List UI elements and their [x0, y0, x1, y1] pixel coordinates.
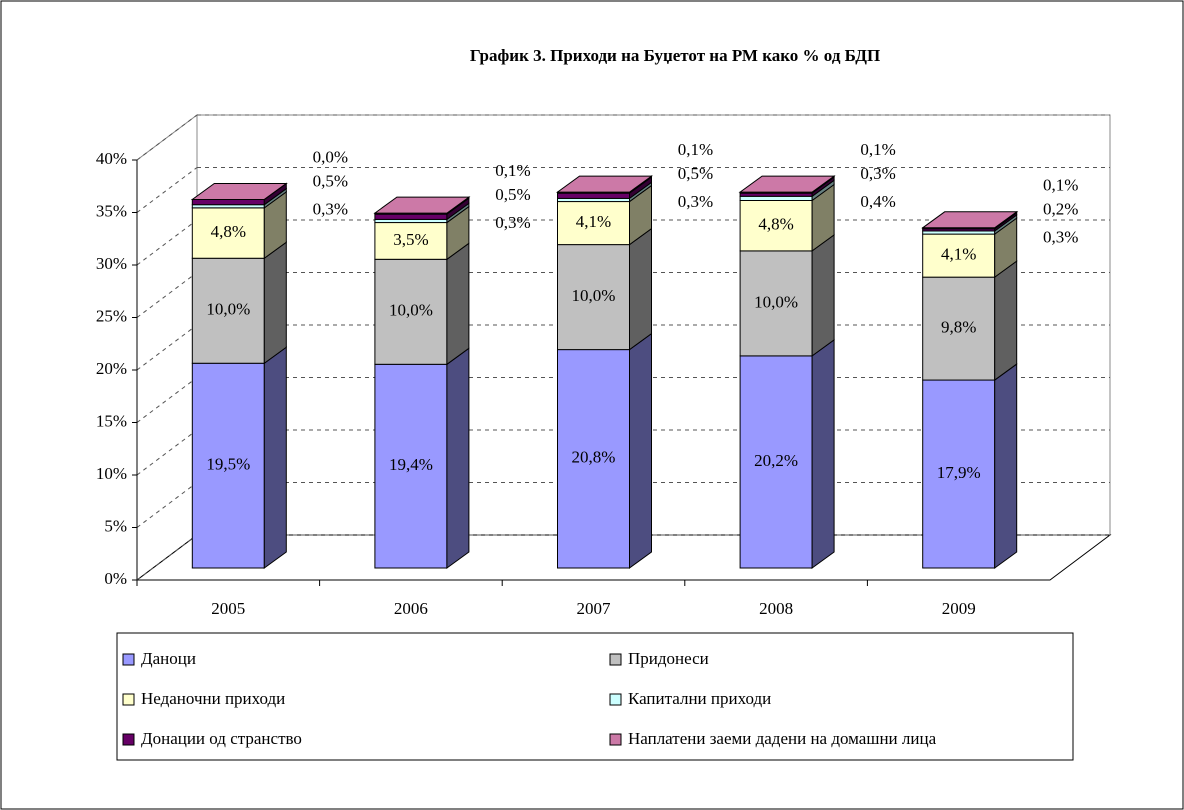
bar-segment [557, 201, 630, 246]
legend-swatch [609, 693, 622, 706]
data-label: 0,1% [678, 140, 713, 159]
bar-side [263, 241, 287, 365]
bar-segment [922, 276, 996, 381]
x-tick-label: 2006 [394, 599, 428, 618]
legend-swatch [122, 733, 135, 746]
legend-label: Придонеси [628, 649, 709, 668]
data-label: 9,8% [941, 318, 976, 337]
bar-segment [374, 213, 448, 220]
bar-top [373, 196, 471, 214]
data-label: 4,8% [211, 222, 246, 241]
data-label: 0,3% [1043, 228, 1078, 247]
data-label: 0,3% [495, 213, 530, 232]
y-tick-label: 30% [96, 254, 127, 273]
data-label: 0,5% [678, 164, 713, 183]
bar-segment [191, 198, 265, 206]
data-label: 10,0% [572, 286, 616, 305]
bar-side [994, 363, 1018, 569]
data-label: 19,4% [389, 455, 433, 474]
bar-top [921, 211, 1019, 229]
y-tick-label: 20% [96, 359, 127, 378]
data-label: 4,8% [758, 215, 793, 234]
bar-side [811, 233, 835, 357]
data-label: 20,2% [754, 451, 798, 470]
bar-side [994, 260, 1018, 382]
data-label: 0,5% [495, 185, 530, 204]
bar-segment [557, 192, 630, 199]
bar-side [629, 332, 652, 569]
data-label: 4,1% [941, 245, 976, 264]
legend-label: Донации од странство [141, 729, 302, 748]
data-label: 0,1% [1043, 176, 1078, 195]
bar-top [738, 175, 836, 193]
bar-segment [374, 363, 448, 569]
x-tick-label: 2009 [942, 599, 976, 618]
bar-top [555, 175, 654, 193]
data-label: 0,4% [860, 192, 895, 211]
legend-label: Неданочни приходи [141, 689, 285, 708]
y-tick-label: 15% [96, 411, 127, 430]
data-label: 3,5% [393, 230, 428, 249]
bar-side [446, 347, 470, 569]
data-label: 0,5% [313, 171, 348, 190]
data-label: 10,0% [389, 301, 433, 320]
bar-segment [739, 355, 813, 569]
data-label: 10,0% [206, 300, 250, 319]
bar-segment [191, 257, 265, 364]
bar-segment [922, 233, 996, 278]
data-label: 19,5% [206, 455, 250, 474]
x-tick-label: 2007 [577, 599, 612, 618]
data-label: 0,2% [1043, 200, 1078, 219]
legend-label: Наплатени заеми дадени на домашни лица [628, 729, 937, 748]
y-tick-label: 35% [96, 201, 127, 220]
bar-segment [191, 207, 265, 259]
bar-side [811, 338, 835, 569]
data-label: 0,3% [678, 192, 713, 211]
bar-side [446, 242, 470, 366]
y-tick-label: 25% [96, 306, 127, 325]
bar-segment [191, 362, 265, 569]
data-label: 10,0% [754, 292, 798, 311]
data-label: 4,1% [576, 212, 611, 231]
bar-side [263, 346, 287, 569]
x-tick-label: 2008 [759, 599, 793, 618]
y-tick-label: 0% [104, 569, 127, 588]
y-tick-label: 10% [96, 464, 127, 483]
data-label: 20,8% [572, 448, 616, 467]
legend-label: Даноци [141, 649, 196, 668]
bar-segment [739, 195, 813, 202]
bar-segment [739, 200, 813, 252]
chart-title: График 3. Приходи на Буџетот на РМ како … [470, 46, 880, 65]
legend-swatch [609, 733, 622, 746]
bar-segment [557, 244, 630, 351]
data-label: 0,1% [860, 140, 895, 159]
legend-box [116, 632, 1074, 761]
y-tick-label: 5% [104, 516, 127, 535]
x-tick-label: 2005 [211, 599, 245, 618]
y-tick-label: 40% [96, 149, 127, 168]
data-label: 0,1% [495, 161, 530, 180]
bar-segment [557, 349, 630, 569]
data-label: 0,3% [860, 164, 895, 183]
legend-label: Капитални приходи [628, 689, 771, 708]
legend-swatch [122, 693, 135, 706]
bar-top [190, 182, 288, 200]
data-label: 0,0% [313, 147, 348, 166]
bar-side [629, 227, 652, 351]
data-label: 17,9% [937, 463, 981, 482]
data-label: 0,3% [313, 199, 348, 218]
legend-swatch [122, 653, 135, 666]
bar-segment [374, 258, 448, 365]
legend-swatch [609, 653, 622, 666]
